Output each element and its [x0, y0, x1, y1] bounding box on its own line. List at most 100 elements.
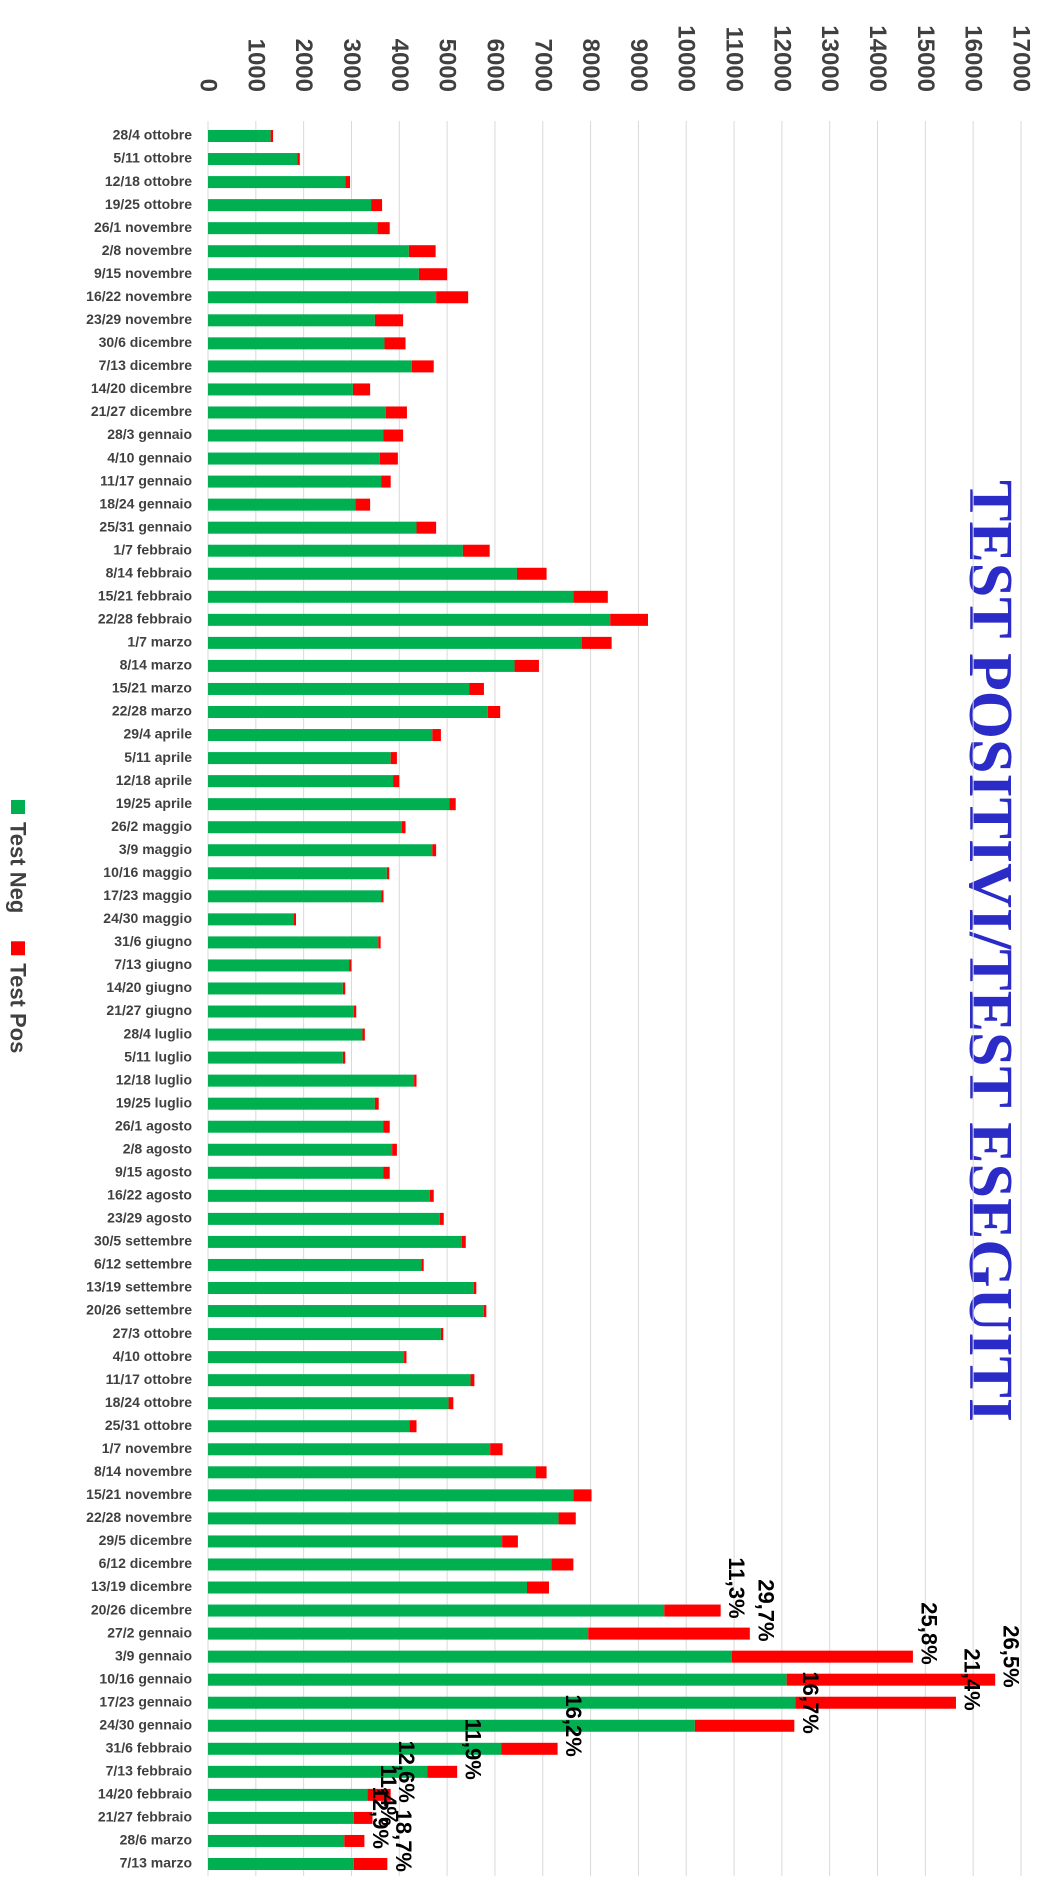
category-label: 12/18 aprile: [116, 772, 192, 788]
bar-segment: [345, 176, 351, 189]
bar-segment: [208, 1604, 665, 1617]
bar-segment: [208, 775, 394, 788]
bar-segment: [208, 1535, 503, 1548]
bar-segment: [208, 1650, 732, 1663]
bar-segment: [377, 222, 390, 235]
bar-segment: [208, 1443, 491, 1456]
bar-segment: [208, 959, 350, 972]
category-label: 15/21 novembre: [86, 1486, 192, 1502]
grid: [207, 121, 1022, 1876]
bar-segment: [439, 1212, 444, 1225]
bar-segment: [208, 1719, 695, 1732]
bar-segment: [208, 475, 382, 488]
category-label: 27/2 gennaio: [107, 1624, 192, 1640]
bar-segment: [786, 1673, 996, 1686]
bar-segment: [208, 1028, 363, 1041]
bar-segment: [469, 682, 484, 695]
legend: Test Neg Test Pos: [6, 800, 31, 1053]
category-label: 19/25 luglio: [116, 1094, 192, 1110]
category-label: 21/27 dicembre: [91, 403, 192, 419]
bar-segment: [473, 1282, 477, 1294]
category-label: 6/12 settembre: [94, 1256, 192, 1272]
annotation: 11,4%: [376, 1765, 401, 1826]
bar-segment: [208, 1328, 441, 1341]
category-label: 12/18 ottobre: [105, 173, 192, 189]
category-label: 19/25 aprile: [116, 795, 192, 811]
category-label: 17/23 gennaio: [99, 1693, 192, 1709]
bar-segment: [386, 867, 390, 880]
category-label: 4/10 gennaio: [107, 449, 192, 465]
category-label: 24/30 gennaio: [99, 1716, 192, 1732]
bar-segment: [374, 1097, 379, 1110]
bar-segment: [449, 798, 456, 811]
bar-segment: [208, 1558, 552, 1571]
bar-segment: [208, 429, 384, 442]
legend-label: Test Neg: [6, 822, 31, 913]
category-label: 4/10 ottobre: [113, 1348, 193, 1364]
legend-swatch: [11, 941, 25, 956]
bar-segment: [353, 1005, 357, 1018]
bar-segment: [551, 1558, 574, 1571]
category-label: 30/5 settembre: [94, 1233, 192, 1249]
bar-segment: [208, 1074, 415, 1087]
x-tick-label: 14000: [864, 25, 891, 92]
bar-segment: [208, 1143, 393, 1156]
bar-segment: [208, 291, 437, 304]
category-label: 7/13 febbraio: [106, 1763, 192, 1779]
category-label: 29/4 aprile: [124, 726, 193, 742]
category-label: 1/7 novembre: [102, 1440, 192, 1456]
x-tick-label: 7000: [529, 39, 556, 92]
bar-segment: [208, 1765, 428, 1778]
bar-segment: [208, 1189, 430, 1202]
x-tick-label: 17000: [1008, 25, 1035, 92]
category-label: 3/9 gennaio: [115, 1647, 192, 1663]
bar-segment: [208, 153, 298, 166]
category-label: 1/7 febbraio: [113, 541, 192, 557]
bar-segment: [208, 1166, 384, 1179]
bar-segment: [371, 199, 383, 212]
category-label: 18/24 gennaio: [99, 495, 192, 511]
bar-segment: [208, 867, 387, 880]
bar-segment: [558, 1512, 576, 1525]
bar-segment: [208, 590, 574, 603]
bar-segment: [208, 1235, 462, 1248]
bar-segment: [462, 544, 490, 557]
bar-segment: [208, 176, 346, 189]
category-label: 27/3 ottobre: [113, 1325, 193, 1341]
bar-segment: [208, 1097, 375, 1110]
category-label: 7/13 dicembre: [99, 357, 193, 373]
category-label: 14/20 febbraio: [98, 1786, 192, 1802]
category-label: 15/21 febbraio: [98, 588, 192, 604]
bar-segment: [208, 682, 470, 695]
bar-segment: [208, 821, 402, 834]
bar-segment: [344, 1834, 365, 1847]
annotation: 12,9%: [368, 1787, 393, 1849]
bar-segment: [208, 245, 409, 258]
bar-segment: [208, 1374, 471, 1387]
bar-segment: [208, 1120, 384, 1133]
bar-segment: [362, 1028, 365, 1041]
bar-segment: [208, 1258, 422, 1271]
bar-segment: [381, 890, 384, 903]
bar-segment: [383, 1166, 390, 1179]
x-tick-label: 0: [195, 79, 222, 92]
x-tick-label: 15000: [912, 25, 939, 92]
bar-segment: [208, 1858, 354, 1870]
bar-segment: [461, 1235, 466, 1248]
annotation: 16,7%: [798, 1671, 823, 1733]
x-tick-label: 6000: [481, 39, 508, 92]
bar-segment: [208, 752, 391, 765]
bar-segment: [383, 429, 404, 442]
bar-segment: [374, 314, 404, 327]
bar-segment: [208, 706, 488, 718]
x-tick-label: 11000: [721, 27, 748, 92]
category-label: 22/28 marzo: [112, 703, 192, 719]
annotation: 12,6%: [394, 1740, 419, 1802]
bar-segment: [381, 475, 391, 488]
bar-segment: [208, 1581, 527, 1594]
category-label: 26/1 agosto: [115, 1117, 192, 1133]
bar-segment: [270, 130, 274, 142]
bar-segment: [411, 360, 434, 373]
x-tick-label: 1000: [242, 39, 269, 92]
bar-segment: [353, 1811, 373, 1824]
